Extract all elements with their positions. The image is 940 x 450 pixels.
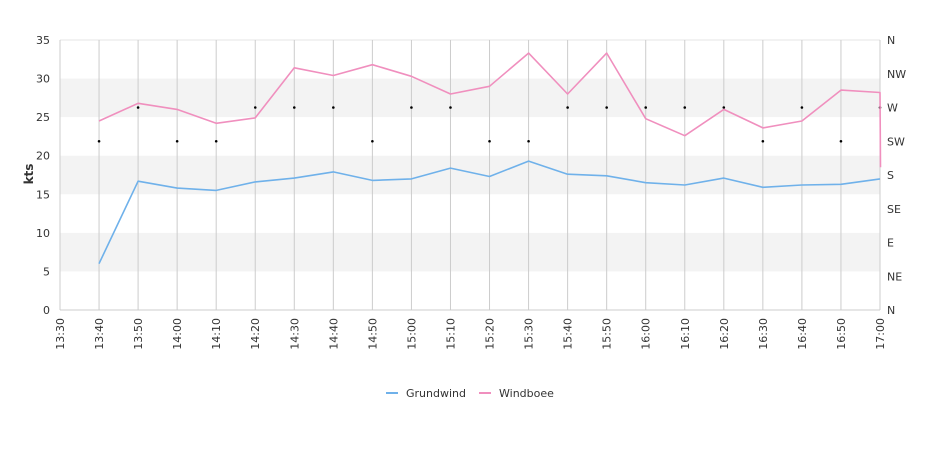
wind-direction-marker xyxy=(136,106,140,109)
x-tick-label: 15:10 xyxy=(444,318,457,350)
plot-bands xyxy=(60,39,880,311)
x-tick-label: 13:30 xyxy=(54,318,67,350)
wind-direction-marker xyxy=(644,106,648,109)
wind-direction-marker xyxy=(371,139,374,143)
legend: Grundwind Windboee xyxy=(386,387,554,400)
wind-direction-marker xyxy=(761,139,765,143)
y-tick-label: 15 xyxy=(36,188,50,201)
y-tick-label: 30 xyxy=(36,73,50,86)
x-tick-label: 17:00 xyxy=(874,318,887,350)
x-tick-label: 14:40 xyxy=(327,318,340,350)
x-tick-label: 16:20 xyxy=(718,318,731,350)
wind-direction-marker xyxy=(253,106,257,109)
direction-tick-label: NW xyxy=(887,68,906,81)
wind-direction-marker xyxy=(97,139,101,143)
direction-tick-label: N xyxy=(887,304,895,317)
x-tick-label: 14:00 xyxy=(171,318,184,350)
x-tick-label: 15:30 xyxy=(523,318,536,350)
y-tick-label: 0 xyxy=(43,304,50,317)
x-tick-label: 13:50 xyxy=(132,318,145,350)
x-tick-label: 16:40 xyxy=(796,318,809,350)
x-tick-label: 13:40 xyxy=(93,318,106,350)
wind-direction-marker xyxy=(566,106,569,109)
direction-tick-label: NE xyxy=(887,270,902,283)
y-tick-label: 35 xyxy=(36,34,50,47)
plot-band xyxy=(60,155,880,195)
x-tick-label: 15:40 xyxy=(562,318,575,350)
legend-label-grundwind: Grundwind xyxy=(406,387,466,400)
wind-direction-marker xyxy=(839,139,843,143)
wind-direction-marker xyxy=(332,106,335,109)
x-tick-label: 14:30 xyxy=(288,318,301,350)
plot-band xyxy=(60,78,880,118)
wind-direction-marker xyxy=(449,106,452,109)
y-axis-ticks: 0 5 10 15 20 25 30 35 xyxy=(36,34,50,317)
x-tick-label: 16:00 xyxy=(640,318,653,350)
wind-direction-marker xyxy=(683,106,687,109)
x-tick-label: 15:50 xyxy=(601,318,614,350)
wind-direction-marker xyxy=(488,139,491,143)
y-tick-label: 25 xyxy=(36,111,50,124)
wind-direction-marker xyxy=(175,139,179,143)
x-tick-label: 16:50 xyxy=(835,318,848,350)
y-tick-label: 20 xyxy=(36,150,50,163)
x-axis-ticks: 13:30 13:40 13:50 14:00 14:10 14:20 14:30 14:40… xyxy=(54,318,887,350)
x-tick-label: 15:20 xyxy=(484,318,497,350)
direction-tick-label: E xyxy=(887,237,894,250)
wind-direction-marker xyxy=(800,106,804,109)
y-axis-title: kts xyxy=(22,164,36,185)
wind-direction-markers xyxy=(97,106,882,143)
direction-tick-label: SW xyxy=(887,135,905,148)
series-line-grundwind xyxy=(98,160,881,265)
y-tick-label: 5 xyxy=(43,265,50,278)
direction-tick-label: W xyxy=(887,102,898,115)
wind-direction-marker xyxy=(605,106,608,109)
x-tick-label: 15:00 xyxy=(405,318,418,350)
direction-tick-label: SE xyxy=(887,203,901,216)
wind-direction-marker xyxy=(292,106,296,109)
wind-direction-marker xyxy=(214,139,218,143)
x-tick-label: 16:30 xyxy=(757,318,770,350)
x-tick-label: 16:10 xyxy=(679,318,692,350)
series-line-windboee xyxy=(98,52,882,168)
x-tick-label: 14:50 xyxy=(366,318,379,350)
y-tick-label: 10 xyxy=(36,227,50,240)
wind-direction-marker xyxy=(410,106,413,109)
direction-tick-label: S xyxy=(887,169,894,182)
x-tick-label: 14:20 xyxy=(249,318,262,350)
x-tick-label: 14:10 xyxy=(210,318,223,350)
wind-direction-marker xyxy=(527,139,530,143)
wind-direction-marker xyxy=(722,106,726,109)
legend-label-windboee: Windboee xyxy=(499,387,554,400)
plot-band xyxy=(60,232,880,272)
direction-axis-ticks: N NE E SE S SW W NW N xyxy=(887,34,906,317)
series-lines xyxy=(98,52,882,265)
direction-tick-label: N xyxy=(887,34,895,47)
